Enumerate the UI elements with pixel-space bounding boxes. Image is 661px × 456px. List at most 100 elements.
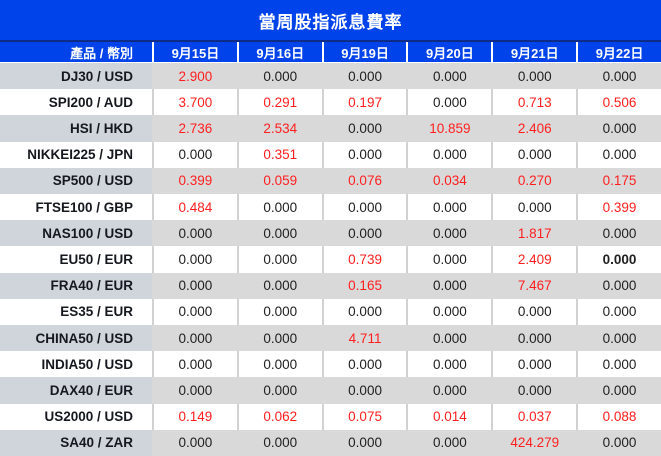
value-cell: 0.399 [152, 167, 237, 195]
value-cell: 0.000 [576, 377, 661, 404]
product-label: EU50 / EUR [0, 246, 152, 273]
value-cell: 0.000 [152, 298, 237, 326]
product-label: SP500 / USD [0, 167, 152, 195]
value-cell: 0.739 [321, 246, 407, 273]
value-cell: 0.000 [406, 89, 492, 116]
table-row: EU50 / EUR 0.000 0.000 0.739 0.000 2.409 0.000 [0, 246, 661, 273]
value-cell: 0.000 [406, 377, 492, 404]
value-cell: 0.037 [491, 403, 577, 430]
table-row: SA40 / ZAR 0.000 0.000 0.000 0.000 424.279 0.0… [0, 429, 661, 456]
product-label: FRA40 / EUR [0, 272, 152, 299]
value-cell: 0.000 [576, 351, 661, 378]
header-product-currency: 產品 / 幣別 [70, 45, 133, 61]
value-cell: 0.000 [406, 63, 492, 90]
value-cell: 0.000 [236, 377, 322, 404]
value-cell: 0.000 [576, 115, 661, 142]
value-cell: 424.279 [491, 429, 577, 456]
value-cell: 0.000 [236, 325, 322, 352]
value-cell: 0.000 [321, 429, 407, 456]
product-label: DAX40 / EUR [0, 377, 152, 404]
value-cell: 0.014 [406, 403, 492, 430]
value-cell: 2.534 [236, 115, 322, 142]
value-cell: 1.817 [491, 220, 577, 247]
value-cell: 0.291 [236, 89, 322, 116]
value-cell: 0.034 [406, 167, 492, 195]
value-cell: 2.409 [491, 246, 577, 273]
value-cell: 0.399 [576, 194, 661, 221]
value-cell: 0.000 [236, 298, 322, 326]
value-cell: 0.000 [406, 272, 492, 299]
product-label: ES35 / EUR [0, 298, 152, 326]
value-cell: 4.711 [321, 325, 407, 352]
value-cell: 0.000 [236, 246, 322, 273]
table-row: SPI200 / AUD 3.700 0.291 0.197 0.000 0.713 0.5… [0, 89, 661, 116]
value-cell: 0.000 [406, 429, 492, 456]
value-cell: 0.165 [321, 272, 407, 299]
value-cell: 0.000 [406, 351, 492, 378]
table-row: US2000 / USD 0.149 0.062 0.075 0.014 0.037 0.0… [0, 403, 661, 430]
table-title: 當周股指派息費率 [0, 0, 661, 40]
value-cell: 0.000 [321, 298, 407, 326]
value-cell: 0.000 [321, 220, 407, 247]
value-cell: 0.000 [491, 141, 577, 168]
table-row: INDIA50 / USD 0.000 0.000 0.000 0.000 0.000 0.… [0, 351, 661, 378]
header-date-4: 9月20日 [406, 42, 491, 62]
value-cell: 0.000 [152, 377, 237, 404]
table-row: CHINA50 / USD 0.000 0.000 4.711 0.000 0.000 0.… [0, 325, 661, 352]
value-cell: 0.484 [152, 194, 237, 221]
value-cell: 0.149 [152, 403, 237, 430]
table-row: NIKKEI225 / JPN 0.000 0.351 0.000 0.000 0.000… [0, 141, 661, 168]
value-cell: 0.000 [321, 141, 407, 168]
product-label: CHINA50 / USD [0, 325, 152, 352]
value-cell: 0.506 [576, 89, 661, 116]
value-cell: 0.000 [576, 298, 661, 326]
value-cell: 10.859 [406, 115, 492, 142]
value-cell: 0.059 [236, 167, 322, 195]
product-label: SPI200 / AUD [0, 89, 152, 116]
value-cell: 0.713 [491, 89, 577, 116]
value-cell: 2.406 [491, 115, 577, 142]
value-cell: 0.000 [236, 429, 322, 456]
value-cell: 0.000 [321, 194, 407, 221]
product-label: HSI / HKD [0, 115, 152, 142]
product-label: FTSE100 / GBP [0, 194, 152, 221]
value-cell: 0.000 [321, 115, 407, 142]
value-cell: 3.700 [152, 89, 237, 116]
value-cell: 0.197 [321, 89, 407, 116]
value-cell: 0.000 [576, 246, 661, 273]
value-cell: 0.062 [236, 403, 322, 430]
value-cell: 0.075 [321, 403, 407, 430]
header-date-3: 9月19日 [321, 42, 407, 62]
table-row: HSI / HKD 2.736 2.534 0.000 10.859 2.406 0.000 [0, 115, 661, 142]
table-row: DAX40 / EUR 0.000 0.000 0.000 0.000 0.000 0.00… [0, 377, 661, 404]
value-cell: 0.000 [236, 272, 322, 299]
value-cell: 0.000 [576, 63, 661, 90]
value-cell: 0.000 [576, 325, 661, 352]
table-header-row: 產品 / 幣別 9月15日 9月16日 9月19日 9月20日 9月21日 9月22日 [0, 42, 661, 63]
header-date-6: 9月22日 [576, 42, 661, 62]
product-label: SA40 / ZAR [0, 429, 152, 456]
value-cell: 0.000 [236, 63, 322, 90]
value-cell: 0.000 [236, 194, 322, 221]
header-date-5: 9月21日 [491, 42, 576, 62]
value-cell: 0.351 [236, 141, 322, 168]
table-row: FRA40 / EUR 0.000 0.000 0.165 0.000 7.467 0.00… [0, 272, 661, 299]
value-cell: 0.000 [576, 429, 661, 456]
table-row: SP500 / USD 0.399 0.059 0.076 0.034 0.270 0.17… [0, 167, 661, 195]
value-cell: 7.467 [491, 272, 577, 299]
value-cell: 0.076 [321, 167, 407, 195]
value-cell: 0.000 [491, 194, 577, 221]
value-cell: 0.000 [576, 272, 661, 299]
product-label: NAS100 / USD [0, 220, 152, 247]
value-cell: 0.000 [152, 246, 237, 273]
table-row: NAS100 / USD 0.000 0.000 0.000 0.000 1.817 0.0… [0, 220, 661, 247]
table-row: ES35 / EUR 0.000 0.000 0.000 0.000 0.000 0.000 [0, 298, 661, 326]
value-cell: 0.000 [406, 194, 492, 221]
value-cell: 0.000 [152, 220, 237, 247]
title-divider [0, 40, 661, 42]
value-cell: 0.000 [152, 141, 237, 168]
value-cell: 0.000 [491, 325, 577, 352]
value-cell: 0.000 [406, 325, 492, 352]
value-cell: 0.000 [576, 141, 661, 168]
